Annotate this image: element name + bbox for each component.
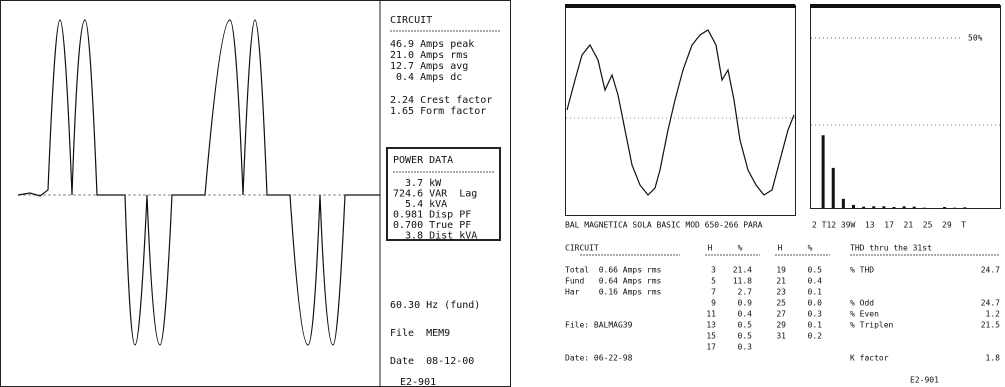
file-name: File MEM9 bbox=[390, 328, 450, 339]
harmonic-percent: 0.1 bbox=[808, 321, 823, 330]
harmonic-order: 21 bbox=[776, 277, 786, 286]
harmonic-order: 23 bbox=[776, 288, 786, 297]
harmonic-percent: 0.0 bbox=[808, 299, 823, 308]
harmonic-percent: 0.2 bbox=[808, 332, 823, 341]
thd-label: % THD bbox=[850, 266, 874, 275]
table-header: CIRCUIT bbox=[565, 244, 599, 253]
waveform-frame bbox=[565, 5, 796, 216]
frequency: 60.30 Hz (fund) bbox=[390, 300, 480, 311]
table-header: % bbox=[738, 244, 743, 253]
reading: 2.24 Crest factor bbox=[390, 95, 492, 106]
circuit-row: File: BALMAG39 bbox=[565, 321, 633, 330]
harmonic-order: 5 bbox=[711, 277, 716, 286]
harmonic-order: 31 bbox=[776, 332, 786, 341]
harmonic-order: 29 bbox=[776, 321, 786, 330]
thd-value: 24.7 bbox=[981, 266, 1000, 275]
harmonic-order: 7 bbox=[711, 288, 716, 297]
harmonic-percent: 2.7 bbox=[738, 288, 753, 297]
reading: 3.8 Dist kVA bbox=[393, 231, 477, 242]
reading: 21.0 Amps rms bbox=[390, 50, 468, 61]
thd-label: % Odd bbox=[850, 299, 874, 308]
circuit-row: Date: 06-22-98 bbox=[565, 354, 633, 363]
harmonic-order: 15 bbox=[706, 332, 716, 341]
harmonic-order: 27 bbox=[776, 310, 786, 319]
harmonic-bar bbox=[821, 135, 825, 208]
reading: 0.4 Amps dc bbox=[390, 72, 462, 83]
reading: 0.981 Disp PF bbox=[393, 210, 471, 221]
thd-label: % Triplen bbox=[850, 321, 894, 330]
harmonic-percent: 0.4 bbox=[738, 310, 753, 319]
harmonic-bar bbox=[922, 207, 926, 209]
date: Date 08-12-00 bbox=[390, 356, 474, 367]
reading: 46.9 Amps peak bbox=[390, 39, 474, 50]
harmonic-bar bbox=[851, 204, 855, 208]
harmonic-bar bbox=[953, 207, 957, 209]
harmonic-bar bbox=[862, 206, 866, 208]
harmonic-bar bbox=[963, 207, 967, 208]
circuit-row: Total 0.66 Amps rms bbox=[565, 266, 662, 275]
thd-label: % Even bbox=[850, 310, 879, 319]
power-data-box bbox=[386, 147, 501, 241]
reading: 3.7 kW bbox=[393, 178, 442, 189]
harmonic-percent: 0.3 bbox=[808, 310, 823, 319]
harmonic-order: 9 bbox=[711, 299, 716, 308]
thd-value: 21.5 bbox=[981, 321, 1000, 330]
current-waveform bbox=[17, 19, 380, 346]
table-header: H bbox=[708, 244, 713, 253]
harmonic-bar bbox=[892, 206, 896, 208]
device-id: E2-901 bbox=[910, 376, 939, 385]
reading: 12.7 Amps avg bbox=[390, 61, 468, 72]
harmonic-order: 25 bbox=[776, 299, 786, 308]
section-title: POWER DATA bbox=[393, 155, 453, 166]
harmonic-order: 17 bbox=[706, 343, 716, 352]
harmonic-bar bbox=[912, 206, 916, 208]
harmonic-bar bbox=[902, 206, 906, 208]
table-header: H bbox=[778, 244, 783, 253]
thd-value: 1.8 bbox=[986, 354, 1001, 363]
thd-value: 1.2 bbox=[986, 310, 1001, 319]
circuit-row: Har 0.16 Amps rms bbox=[565, 288, 662, 297]
harmonic-percent: 0.9 bbox=[738, 299, 753, 308]
device-id: E2-901 bbox=[400, 377, 436, 387]
harmonic-bar bbox=[872, 206, 876, 208]
scale-label: 50% bbox=[968, 34, 983, 43]
harmonic-bar bbox=[882, 206, 886, 208]
reading: 724.6 VAR Lag bbox=[393, 189, 477, 200]
reading: 1.65 Form factor bbox=[390, 106, 486, 117]
section-title: CIRCUIT bbox=[390, 15, 432, 26]
harmonic-bar bbox=[932, 208, 936, 209]
harmonic-order: 19 bbox=[776, 266, 786, 275]
harmonic-order: 13 bbox=[706, 321, 716, 330]
harmonic-percent: 11.8 bbox=[733, 277, 752, 286]
harmonic-percent: 21.4 bbox=[733, 266, 752, 275]
harmonic-percent: 0.1 bbox=[808, 288, 823, 297]
harmonic-percent: 0.3 bbox=[738, 343, 753, 352]
thd-value: 24.7 bbox=[981, 299, 1000, 308]
table-header: % bbox=[808, 244, 813, 253]
axis-labels: 2 T12 39W 13 17 21 25 29 T bbox=[812, 221, 966, 230]
harmonic-percent: 0.5 bbox=[738, 332, 753, 341]
thd-label: K factor bbox=[850, 354, 889, 363]
harmonic-order: 3 bbox=[711, 266, 716, 275]
harmonic-order: 11 bbox=[706, 310, 716, 319]
reading: 0.700 True PF bbox=[393, 220, 471, 231]
harmonic-percent: 0.5 bbox=[808, 266, 823, 275]
harmonic-bar bbox=[943, 206, 947, 208]
reading: 5.4 kVA bbox=[393, 199, 447, 210]
caption: BAL MAGNETICA SOLA BASIC MOD 650-266 PAR… bbox=[565, 221, 763, 230]
harmonic-percent: 0.4 bbox=[808, 277, 823, 286]
voltage-waveform bbox=[566, 29, 795, 196]
harmonic-bar bbox=[831, 167, 835, 208]
harmonic-bar bbox=[841, 198, 845, 208]
circuit-row: Fund 0.64 Amps rms bbox=[565, 277, 662, 286]
left-frame bbox=[0, 0, 511, 387]
harmonic-percent: 0.5 bbox=[738, 321, 753, 330]
table-header: THD thru the 31st bbox=[850, 244, 932, 253]
